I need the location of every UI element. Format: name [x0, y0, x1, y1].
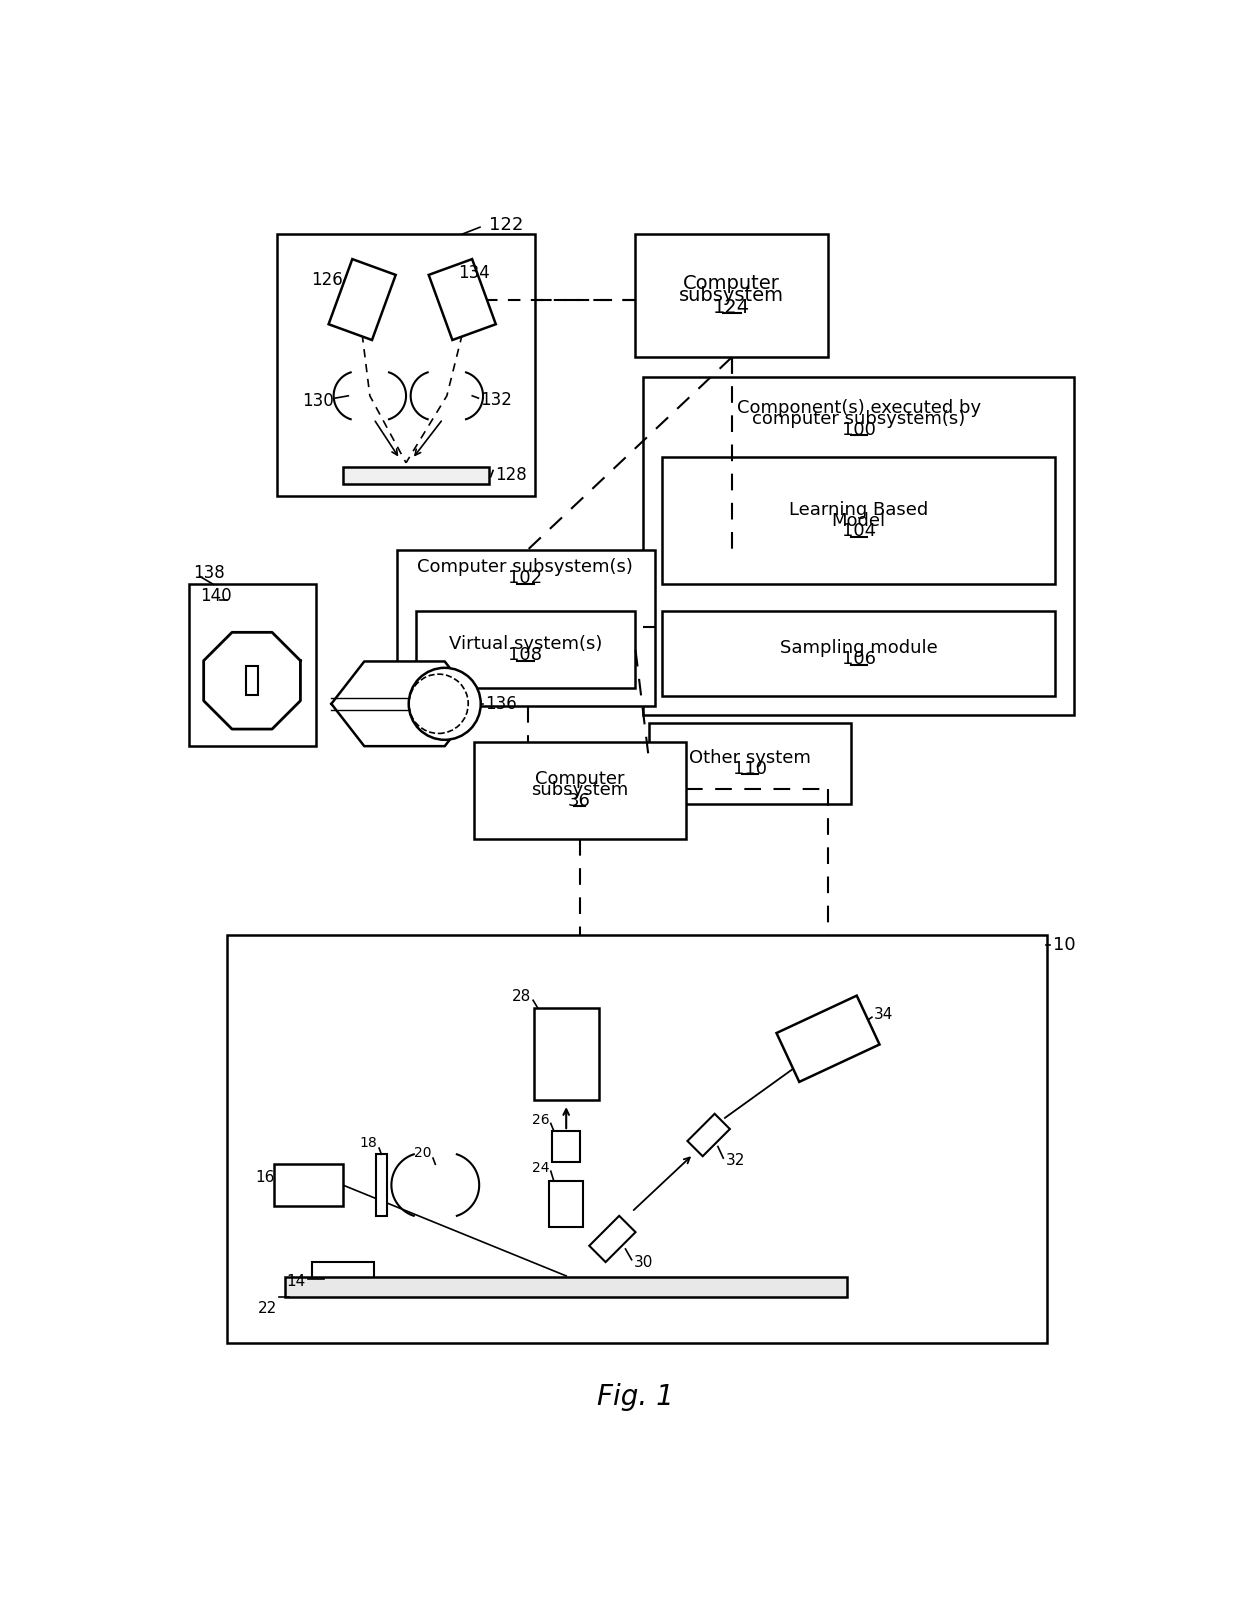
Text: Other system: Other system	[689, 748, 811, 767]
Text: 128: 128	[495, 467, 527, 484]
Bar	[552, 1131, 580, 1162]
Bar	[312, 1262, 373, 1278]
Polygon shape	[776, 996, 879, 1082]
Text: 108: 108	[508, 646, 542, 665]
Bar	[343, 468, 490, 484]
Text: 124: 124	[713, 297, 750, 316]
Text: Fig. 1: Fig. 1	[598, 1382, 673, 1411]
Bar	[417, 612, 635, 689]
Text: 130: 130	[301, 392, 334, 411]
Text: Sampling module: Sampling module	[780, 639, 937, 657]
Bar	[662, 612, 1055, 697]
Text: 126: 126	[311, 272, 343, 289]
Bar	[397, 550, 655, 706]
Text: 20: 20	[414, 1146, 432, 1160]
Text: 26: 26	[532, 1112, 549, 1127]
Bar	[278, 235, 536, 495]
Text: 22: 22	[258, 1301, 278, 1315]
Text: 32: 32	[725, 1152, 745, 1168]
Text: Virtual system(s): Virtual system(s)	[449, 636, 603, 654]
Bar	[650, 722, 851, 804]
Text: Component(s) executed by: Component(s) executed by	[737, 400, 981, 417]
Polygon shape	[274, 1163, 343, 1206]
Text: Learning Based: Learning Based	[789, 500, 929, 519]
Text: 104: 104	[842, 523, 875, 540]
Text: Model: Model	[832, 511, 885, 529]
Text: 110: 110	[733, 759, 768, 778]
Polygon shape	[589, 1216, 636, 1262]
Text: Computer: Computer	[534, 770, 624, 788]
Bar	[549, 1181, 583, 1227]
Text: 106: 106	[842, 650, 875, 668]
Bar	[227, 935, 1048, 1342]
Bar	[474, 743, 686, 839]
Text: 36: 36	[568, 793, 590, 810]
Text: subsystem: subsystem	[680, 286, 784, 305]
Text: 136: 136	[485, 695, 517, 713]
Bar	[376, 1154, 387, 1216]
Text: 122: 122	[490, 216, 523, 233]
Bar	[285, 1277, 847, 1296]
Text: 138: 138	[192, 564, 224, 582]
Polygon shape	[687, 1114, 730, 1157]
Text: 14: 14	[286, 1274, 306, 1290]
Text: Computer: Computer	[683, 275, 780, 294]
Text: 18: 18	[360, 1136, 377, 1149]
Bar	[635, 235, 828, 358]
Bar	[534, 1008, 599, 1101]
Text: 140: 140	[201, 586, 232, 606]
Text: 102: 102	[508, 569, 542, 588]
Text: 24: 24	[532, 1162, 549, 1175]
Text: 10: 10	[1053, 936, 1075, 954]
Bar	[644, 377, 1074, 716]
Text: 100: 100	[842, 420, 875, 439]
Text: 28: 28	[512, 989, 531, 1004]
Text: 134: 134	[459, 264, 490, 281]
Circle shape	[409, 668, 481, 740]
Text: 132: 132	[480, 390, 512, 409]
Text: 30: 30	[634, 1254, 653, 1269]
Bar	[662, 457, 1055, 585]
Text: computer subsystem(s): computer subsystem(s)	[753, 411, 966, 428]
Text: 34: 34	[874, 1007, 894, 1021]
Text: Computer subsystem(s): Computer subsystem(s)	[418, 558, 634, 577]
Text: subsystem: subsystem	[531, 781, 627, 799]
Bar	[188, 585, 316, 746]
Text: 16: 16	[255, 1170, 275, 1184]
Polygon shape	[331, 662, 477, 746]
Polygon shape	[429, 259, 496, 340]
Polygon shape	[329, 259, 396, 340]
Bar	[246, 666, 258, 695]
